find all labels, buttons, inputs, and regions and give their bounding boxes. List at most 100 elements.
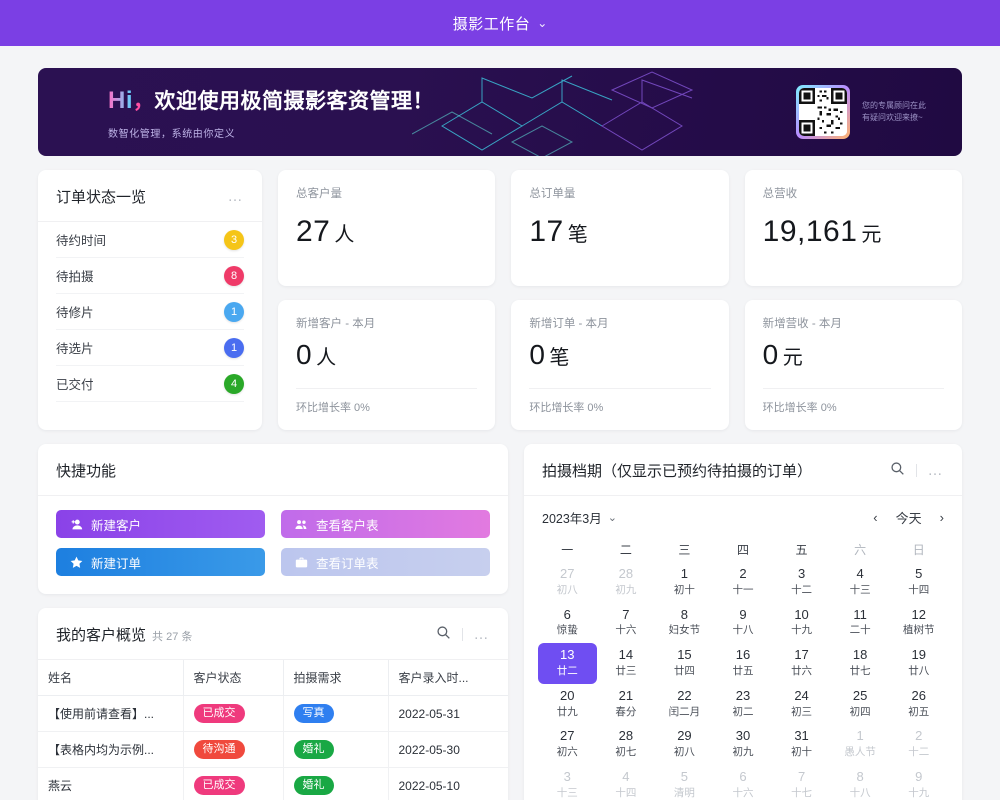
calendar-day-cell[interactable]: 9 十八 [714, 603, 773, 644]
calendar-day-number: 21 [618, 687, 634, 703]
need-pill: 婚礼 [293, 776, 334, 795]
calendar-day-cell[interactable]: 28 初九 [597, 562, 656, 603]
calendar-day-cell[interactable]: 17 廿六 [772, 643, 831, 684]
calendar-day-cell[interactable]: 3 十三 [538, 765, 597, 800]
calendar-day-cell[interactable]: 12 植树节 [889, 603, 948, 644]
stat-value: 17 [529, 215, 564, 248]
stat-growth: 环比增长率 0% [296, 388, 478, 415]
table-row[interactable]: 【使用前请查看】... 已成交 写真 2022-05-31 [38, 695, 508, 732]
table-row[interactable]: 【表格内均为示例... 待沟通 婚礼 2022-05-30 [38, 731, 508, 768]
welcome-banner: Hi，欢迎使用极简摄影客资管理！ 数智化管理，系统由你定义 [38, 68, 962, 156]
calendar-day-number: 6 [739, 768, 747, 784]
calendar-day-lunar: 初九 [732, 746, 754, 759]
calendar-day-cell[interactable]: 22 闰二月 [655, 684, 714, 725]
calendar-day-cell[interactable]: 15 廿四 [655, 643, 714, 684]
today-button[interactable]: 今天 [895, 511, 922, 526]
calendar-day-lunar: 清明 [673, 786, 695, 799]
calendar-day-cell[interactable]: 23 初二 [714, 684, 773, 725]
status-row-1[interactable]: 待拍摄 8 [56, 258, 244, 294]
calendar-day-number: 9 [739, 606, 747, 622]
quick-functions-title: 快捷功能 [56, 463, 117, 480]
calendar-week-row: 13 廿二 14 廿三 15 廿四 16 廿五 17 廿六 18 廿七 19 廿八 [538, 643, 948, 684]
order-status-header: 订单状态一览 … [38, 170, 262, 222]
status-row-0[interactable]: 待约时间 3 [56, 222, 244, 258]
status-pill: 已成交 [193, 704, 245, 723]
search-icon[interactable] [436, 625, 451, 645]
column-header-status[interactable]: 客户状态 [183, 660, 284, 696]
calendar-day-cell[interactable]: 13 廿二 [538, 643, 597, 684]
calendar-day-cell[interactable]: 1 愚人节 [831, 724, 890, 765]
stat-value: 19,161 [762, 215, 858, 248]
briefcase-icon [295, 556, 308, 569]
calendar-day-cell[interactable]: 27 初八 [538, 562, 597, 603]
calendar-day-cell[interactable]: 16 廿五 [714, 643, 773, 684]
calendar-day-cell[interactable]: 2 十一 [714, 562, 773, 603]
calendar-day-cell[interactable]: 29 初八 [655, 724, 714, 765]
calendar-day-number: 7 [797, 768, 806, 784]
column-header-created[interactable]: 客户录入时... [388, 660, 508, 696]
calendar-day-cell[interactable]: 10 十九 [772, 603, 831, 644]
order-status-card: 订单状态一览 … 待约时间 3 待拍摄 8 待修片 1 待选片 1 [38, 170, 262, 430]
stat-unit: 人 [334, 224, 355, 246]
qr-code[interactable] [796, 85, 850, 139]
calendar-day-cell[interactable]: 20 廿九 [538, 684, 597, 725]
customer-overview-menu-icon[interactable]: … [473, 626, 490, 643]
status-badge: 1 [224, 337, 244, 358]
calendar-day-cell[interactable]: 24 初三 [772, 684, 831, 725]
order-status-menu-icon[interactable]: … [227, 188, 244, 205]
calendar-day-cell[interactable]: 1 初十 [655, 562, 714, 603]
next-month-button[interactable]: › [939, 510, 944, 525]
calendar-day-cell[interactable]: 7 十六 [597, 603, 656, 644]
calendar-day-number: 2 [739, 566, 747, 581]
calendar-day-cell[interactable]: 19 廿八 [889, 643, 948, 684]
schedule-menu-icon[interactable]: … [927, 462, 944, 479]
status-row-2[interactable]: 待修片 1 [56, 294, 244, 330]
status-badge: 4 [224, 373, 244, 394]
calendar-day-number: 28 [618, 728, 634, 744]
calendar-day-cell[interactable]: 14 廿三 [597, 643, 656, 684]
calendar-day-cell[interactable]: 6 十六 [714, 765, 773, 800]
calendar-day-cell[interactable]: 8 妇女节 [655, 603, 714, 644]
status-row-4[interactable]: 已交付 4 [56, 366, 244, 402]
stat-unit: 人 [316, 347, 337, 369]
status-row-3[interactable]: 待选片 1 [56, 330, 244, 366]
calendar-day-cell[interactable]: 25 初四 [831, 684, 890, 725]
column-header-name[interactable]: 姓名 [38, 660, 184, 696]
calendar-day-cell[interactable]: 21 春分 [597, 684, 656, 725]
calendar-day-cell[interactable]: 31 初十 [772, 724, 831, 765]
table-row[interactable]: 燕云 已成交 婚礼 2022-05-10 [38, 767, 508, 800]
calendar-day-cell[interactable]: 27 初六 [538, 724, 597, 765]
calendar-day-number: 23 [735, 687, 751, 703]
calendar-day-cell[interactable]: 4 十四 [597, 765, 656, 800]
view-order-table-button[interactable]: 查看订单表 [281, 548, 490, 576]
calendar-day-cell[interactable]: 30 初九 [714, 724, 773, 765]
calendar-day-cell[interactable]: 11 二十 [831, 603, 890, 644]
search-icon[interactable] [890, 461, 905, 481]
calendar-day-cell[interactable]: 2 十二 [889, 724, 948, 765]
workspace-switcher[interactable]: 摄影工作台 ⌄ [453, 13, 548, 34]
new-order-button[interactable]: 新建订单 [56, 548, 265, 576]
calendar-day-cell[interactable]: 4 十三 [831, 562, 890, 603]
calendar-day-cell[interactable]: 8 十八 [831, 765, 890, 800]
calendar-day-number: 19 [911, 647, 926, 663]
prev-month-button[interactable]: ‹ [873, 510, 878, 525]
month-selector[interactable]: 2023年3月 ⌄ [542, 508, 617, 527]
calendar-day-cell[interactable]: 9 十九 [889, 765, 948, 800]
calendar-day-cell[interactable]: 5 十四 [889, 562, 948, 603]
calendar-day-cell[interactable]: 5 清明 [655, 765, 714, 800]
calendar-day-cell[interactable]: 3 十二 [772, 562, 831, 603]
calendar-day-cell[interactable]: 26 初五 [889, 684, 948, 725]
calendar-day-cell[interactable]: 18 廿七 [831, 643, 890, 684]
customer-overview-header: 我的客户概览共 27 条 … [38, 608, 508, 660]
column-header-need[interactable]: 拍摄需求 [283, 660, 389, 696]
status-badge: 3 [224, 229, 244, 250]
calendar-day-cell[interactable]: 28 初七 [597, 724, 656, 765]
calendar-day-cell[interactable]: 7 十七 [772, 765, 831, 800]
view-customer-table-button[interactable]: 查看客户表 [281, 510, 490, 538]
calendar-day-cell[interactable]: 6 惊蛰 [538, 603, 597, 644]
calendar-day-lunar: 十三 [849, 583, 871, 596]
new-customer-button[interactable]: 新建客户 [56, 510, 265, 538]
calendar-day-lunar: 初八 [673, 746, 695, 759]
